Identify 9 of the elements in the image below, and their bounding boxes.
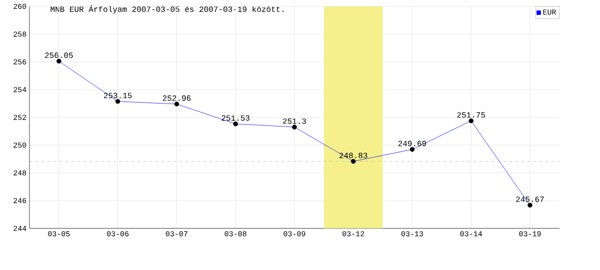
data-label: 256.05	[45, 52, 73, 58]
data-label: 253.15	[104, 92, 132, 98]
data-label: 252.96	[162, 95, 191, 101]
data-label: 245.67	[516, 196, 544, 202]
data-label: 251.53	[222, 115, 250, 121]
chart-title: MNB EUR Árfolyam 2007-03-05 és 2007-03-19 között.	[50, 5, 284, 14]
data-label: 249.69	[398, 140, 426, 146]
data-label: 251.75	[457, 112, 485, 118]
data-label: 251.3	[283, 118, 306, 124]
